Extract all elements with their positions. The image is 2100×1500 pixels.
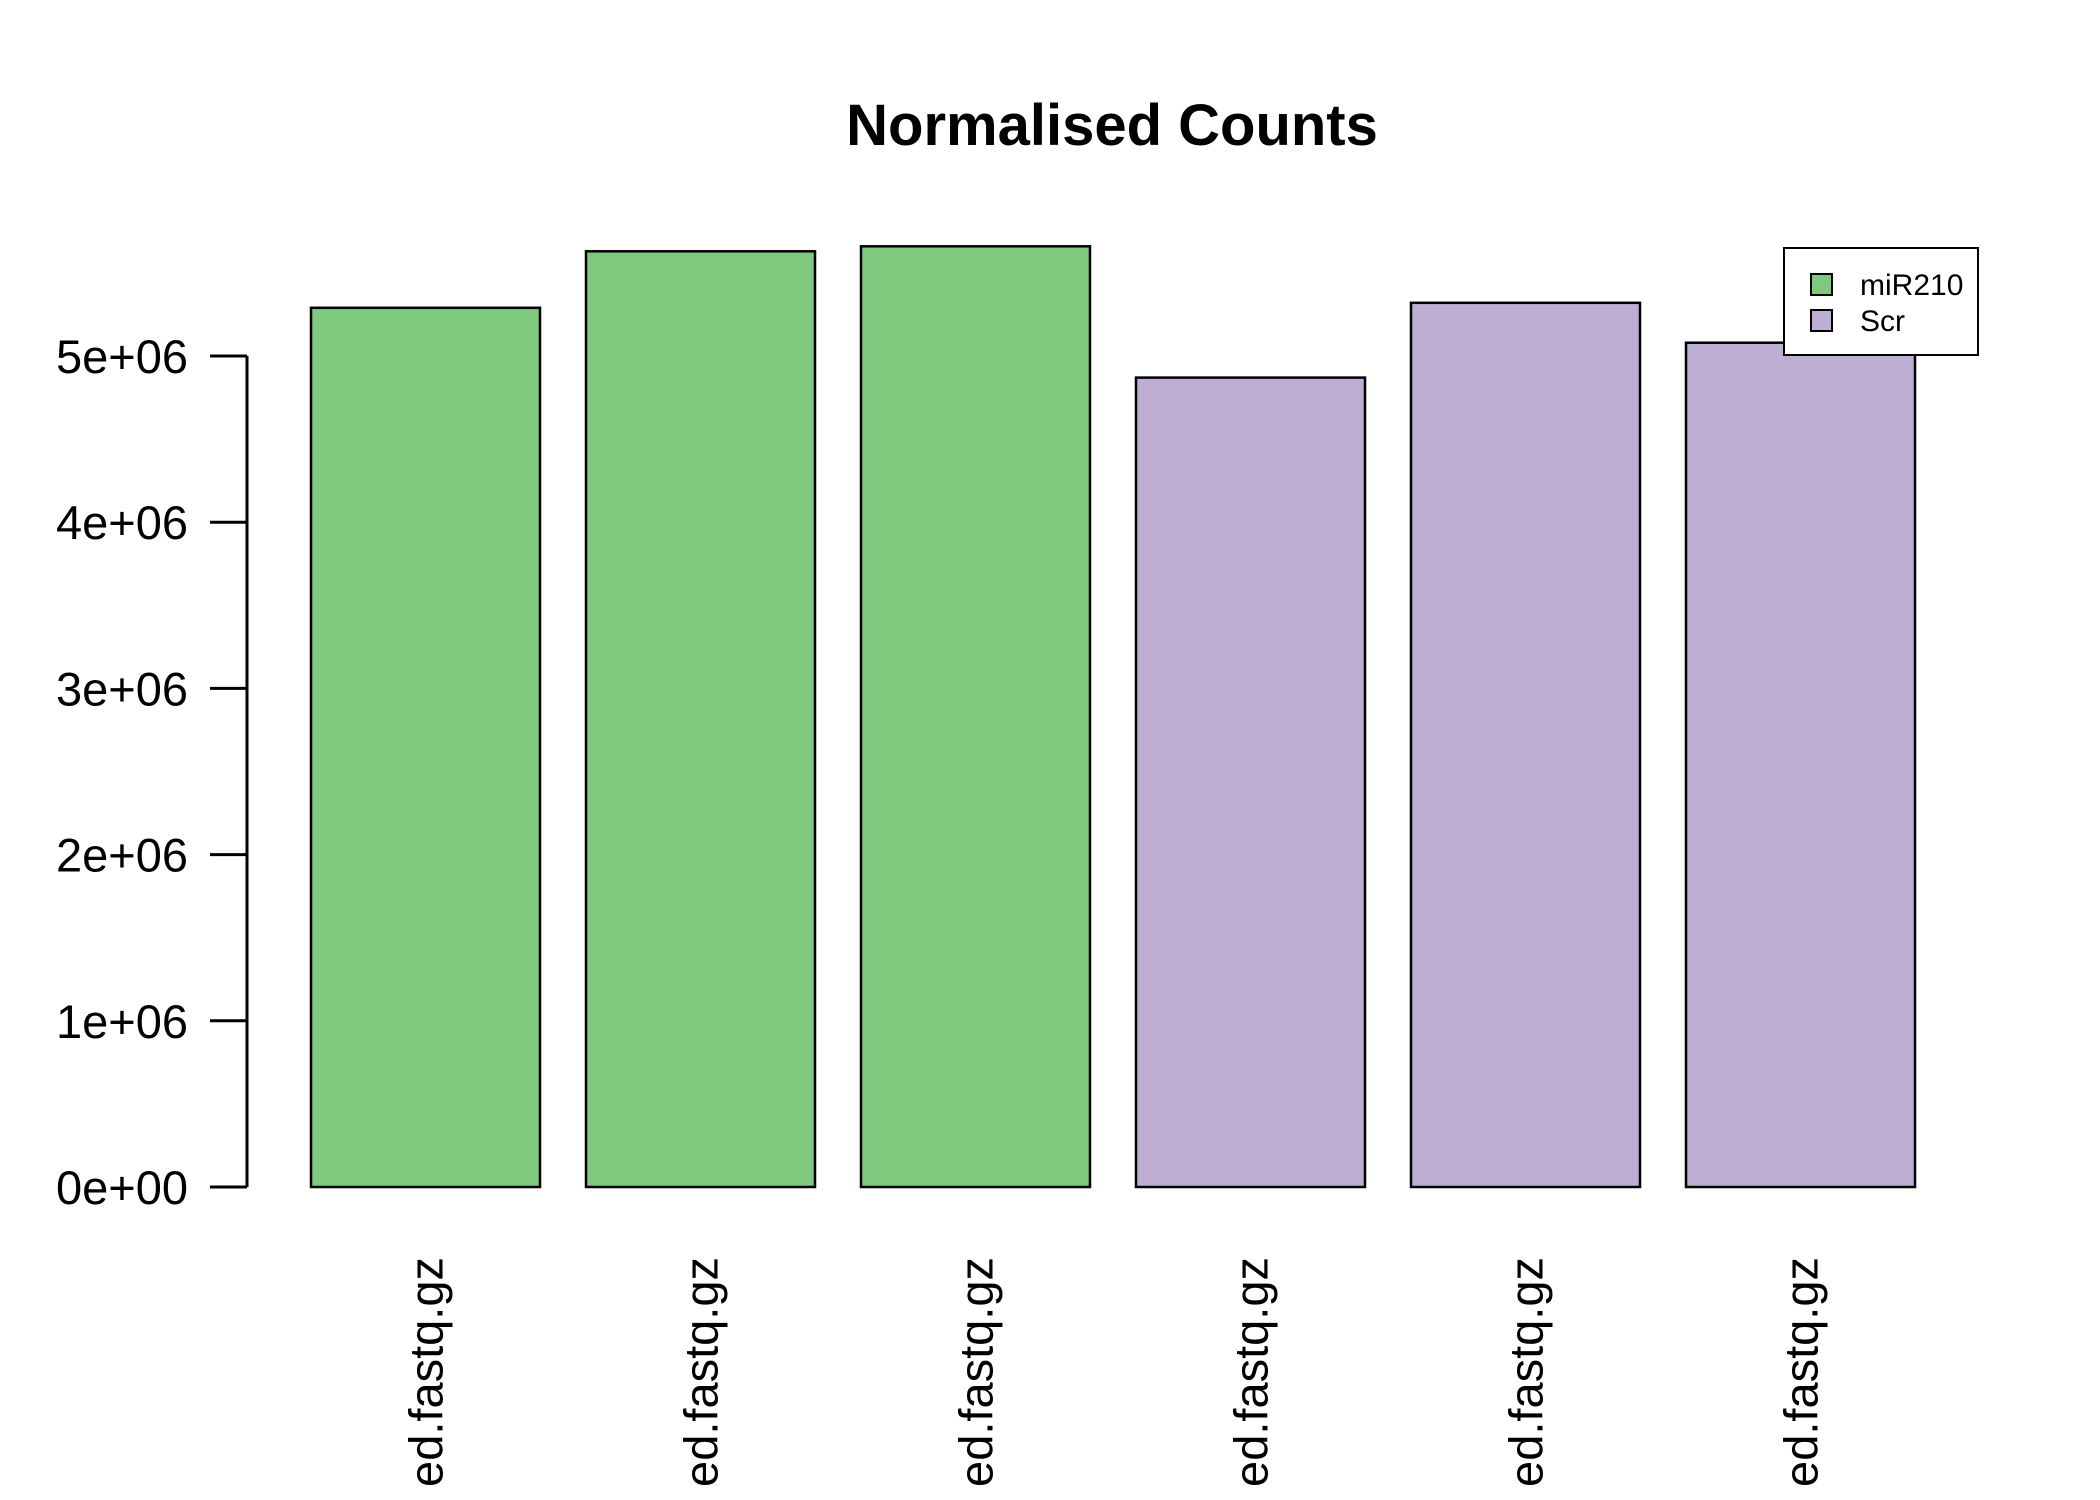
- y-tick-label: 5e+06: [56, 330, 188, 383]
- x-category-label: ed.fastq.gz: [400, 1257, 453, 1487]
- x-category-label: ed.fastq.gz: [950, 1257, 1003, 1487]
- x-category-label: ed.fastq.gz: [675, 1257, 728, 1487]
- legend-swatch-scr: [1810, 309, 1833, 332]
- bar-4: [1134, 376, 1367, 1189]
- legend: miR210 Scr: [1783, 247, 1979, 356]
- x-axis-labels: ed.fastq.gz ed.fastq.gz ed.fastq.gz ed.fast…: [400, 1257, 1828, 1487]
- legend-swatch-mir210: [1810, 273, 1833, 296]
- y-tick-label: 4e+06: [56, 496, 188, 549]
- bars: [309, 245, 1917, 1189]
- y-tick-label: 2e+06: [56, 829, 188, 882]
- y-tick-label: 0e+00: [56, 1161, 188, 1214]
- legend-label-scr: Scr: [1860, 305, 1905, 338]
- bar-3: [859, 245, 1092, 1189]
- bar-5: [1409, 301, 1642, 1189]
- legend-box: [1783, 247, 1979, 356]
- x-category-label: ed.fastq.gz: [1775, 1257, 1828, 1487]
- legend-label-mir210: miR210: [1860, 269, 1963, 302]
- y-axis-ticks: 0e+00 1e+06 2e+06 3e+06 4e+06 5e+06: [56, 330, 247, 1214]
- y-tick-label: 1e+06: [56, 995, 188, 1048]
- bar-1: [309, 306, 542, 1189]
- bar-6: [1684, 341, 1917, 1189]
- x-category-label: ed.fastq.gz: [1500, 1257, 1553, 1487]
- y-tick-label: 3e+06: [56, 662, 188, 715]
- chart-title: Normalised Counts: [846, 93, 1378, 158]
- x-category-label: ed.fastq.gz: [1225, 1257, 1278, 1487]
- bar-2: [584, 250, 817, 1189]
